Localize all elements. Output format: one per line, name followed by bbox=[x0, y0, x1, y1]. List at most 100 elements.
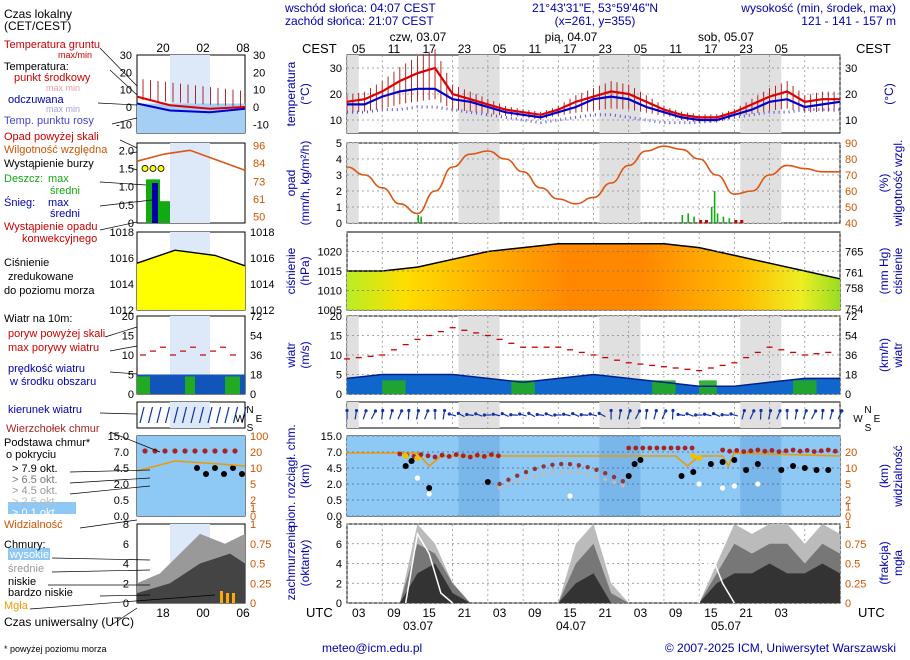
legend-cloud-high: wysokie bbox=[9, 549, 49, 561]
legend-utc-hour: 06 bbox=[236, 606, 250, 620]
cloud-dot bbox=[620, 483, 625, 488]
legend-temp-range: max min bbox=[46, 83, 80, 93]
tick-label: 60 bbox=[845, 186, 857, 198]
hour-bottom: 21 bbox=[458, 606, 472, 620]
cloud-top-dot bbox=[811, 449, 817, 454]
tick-label: 20 bbox=[330, 311, 342, 323]
legend-humidity bbox=[136, 149, 246, 172]
leader-line bbox=[129, 151, 138, 154]
legend-utc-hour: 00 bbox=[196, 606, 210, 620]
legend-cloud-low: niskie bbox=[8, 576, 36, 588]
coords: 21°43'31"E, 53°59'46"N bbox=[532, 1, 658, 15]
rain-bar bbox=[716, 213, 719, 223]
tick-label: 1 bbox=[845, 519, 851, 531]
hour-top: 05 bbox=[775, 42, 789, 56]
cloud-dot bbox=[790, 463, 797, 469]
leader-line bbox=[69, 469, 151, 473]
legend-okt: > 6.5 okt. bbox=[12, 474, 58, 486]
grid-coords: (x=261, y=355) bbox=[555, 14, 636, 28]
legend-tick: 0 bbox=[123, 598, 129, 610]
tz-bottom-left: UTC bbox=[306, 605, 333, 620]
legend-temp bbox=[136, 95, 246, 110]
wind-arrow-head bbox=[390, 409, 394, 413]
cloud-top-dot bbox=[689, 445, 695, 451]
hour-bottom: 21 bbox=[599, 606, 613, 620]
hour-bottom: 03 bbox=[775, 606, 789, 620]
axis-label-right: widzialność bbox=[891, 445, 905, 507]
cloud-dot-yellow bbox=[690, 453, 697, 459]
wind-arrow-head bbox=[474, 412, 478, 416]
legend-tick: 0 bbox=[126, 102, 132, 114]
legend-dot bbox=[203, 471, 209, 477]
legend-hour: 08 bbox=[236, 41, 250, 55]
rain-bar bbox=[722, 216, 725, 223]
axis-label: (mm/h, kg/m²/h) bbox=[298, 141, 312, 226]
legend-cloud-bg bbox=[137, 436, 245, 516]
rain-bar bbox=[420, 216, 422, 223]
cloud-dot bbox=[631, 461, 638, 467]
legend-pressure-1: Ciśnienie bbox=[4, 257, 49, 269]
cloud-dot bbox=[585, 472, 590, 477]
cloud-night bbox=[458, 436, 500, 516]
legend-rain-max: max bbox=[48, 173, 69, 185]
wind-arrow-head bbox=[840, 409, 844, 413]
legend-tick: 1016 bbox=[250, 253, 274, 265]
cloud-top-dot bbox=[741, 449, 747, 454]
felt-temp-line bbox=[347, 87, 841, 122]
cloud-top-dot bbox=[439, 452, 445, 458]
convective-mark bbox=[740, 220, 744, 223]
cloud-dot bbox=[524, 476, 529, 481]
legend-clouds: Chmury: bbox=[4, 539, 46, 551]
legend-convective: Wystąpienie opadu bbox=[4, 221, 97, 233]
tick-label: 1 bbox=[845, 501, 851, 513]
legend-wind-dir: kierunek wiatru bbox=[8, 404, 82, 416]
legend-dot bbox=[192, 448, 198, 454]
legend-rain-avg: średni bbox=[50, 185, 80, 197]
legend-high-bg bbox=[8, 548, 50, 560]
tick-label: 4 bbox=[336, 154, 342, 166]
cloud-dot bbox=[719, 459, 726, 465]
wind-arrow-head bbox=[354, 408, 359, 413]
tick-label: 4.5 bbox=[327, 463, 342, 475]
cloud-dot bbox=[603, 470, 608, 476]
wind-arrow-head bbox=[664, 409, 668, 413]
legend-dot bbox=[221, 471, 227, 477]
hour-top: 11 bbox=[529, 42, 542, 56]
night-band bbox=[458, 143, 500, 223]
leader-line bbox=[127, 166, 138, 171]
rain-bar bbox=[681, 215, 684, 223]
leader-line bbox=[119, 139, 138, 149]
legend-tick: 0 bbox=[250, 389, 256, 401]
hour-top: 17 bbox=[563, 42, 577, 56]
legend-dot bbox=[182, 448, 188, 454]
cloud-top-dot bbox=[825, 447, 831, 453]
legend-wind-arrow bbox=[215, 406, 222, 424]
rain-bar bbox=[728, 218, 731, 223]
tick-label: 0.5 bbox=[845, 559, 860, 571]
cloud-dot bbox=[611, 474, 617, 480]
legend-utc-label: Czas uniwersalny (UTC) bbox=[4, 615, 134, 629]
cloud-top-dot bbox=[481, 454, 487, 459]
legend-tick: 0 bbox=[250, 511, 256, 523]
cloud-top-dot bbox=[769, 448, 775, 453]
tick-label: 0 bbox=[336, 598, 342, 610]
hour-top: 05 bbox=[634, 42, 648, 56]
wind-arrow-head bbox=[500, 411, 504, 416]
legend-pressure-line bbox=[136, 249, 246, 267]
legend-dot bbox=[212, 465, 218, 471]
wind-arrow-head bbox=[465, 412, 469, 417]
convective-mark bbox=[705, 220, 709, 223]
legend-tick: 1016 bbox=[110, 253, 134, 265]
wind-speed-line bbox=[346, 373, 840, 387]
tick-label: 10 bbox=[330, 350, 342, 362]
cloud-dot bbox=[801, 465, 808, 471]
legend-tick: 20 bbox=[122, 311, 134, 323]
tick-label: 1015 bbox=[318, 266, 342, 278]
legend-tick: 0.5 bbox=[250, 559, 265, 571]
cloud-dot bbox=[515, 473, 520, 478]
cloud-night bbox=[740, 436, 782, 516]
tick-label: 20 bbox=[330, 89, 342, 101]
tick-label: 15.0 bbox=[321, 431, 342, 443]
tick-label: 40 bbox=[845, 218, 857, 230]
